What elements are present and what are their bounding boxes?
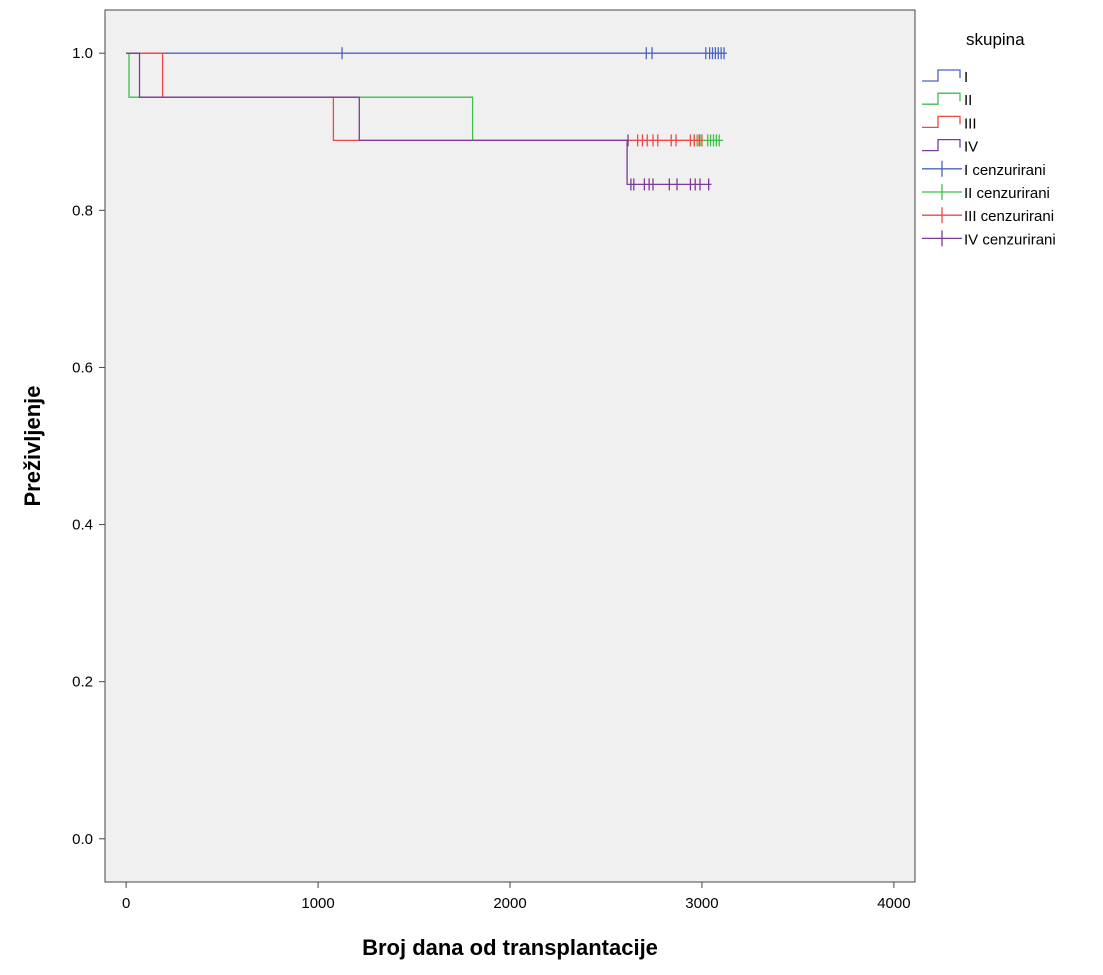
legend-title: skupina: [966, 30, 1025, 49]
plot-area: [104, 9, 916, 883]
x-tick-label: 3000: [685, 895, 718, 912]
axes: 0 1000 2000 3000 4000 0.0 0.2 0.4 0.6 0.8 1.0: [72, 45, 910, 912]
legend-step-symbol: [922, 69, 961, 82]
y-tick-label: 0.4: [72, 517, 93, 534]
legend-label: II cenzurirani: [964, 185, 1050, 202]
legend-label: IV cenzurirani: [964, 231, 1056, 248]
x-tick-label: 2000: [493, 895, 526, 912]
legend-label: II: [964, 92, 972, 109]
x-axis-title: Broj dana od transplantacije: [362, 935, 658, 960]
y-axis-title: Preživljenje: [20, 385, 45, 506]
legend-label: III cenzurirani: [964, 208, 1054, 225]
legend-step-symbol: [922, 115, 961, 129]
legend-label: I cenzurirani: [964, 162, 1046, 179]
legend-step-symbol: [922, 138, 961, 152]
x-tick-label: 1000: [301, 895, 334, 912]
y-tick-label: 0.2: [72, 674, 93, 691]
y-tick-label: 0.6: [72, 359, 93, 376]
y-tick-label: 1.0: [72, 45, 93, 62]
legend-label: III: [964, 115, 977, 132]
series-layer: [126, 47, 727, 191]
legend-step-symbol: [922, 92, 961, 105]
series-line-iv: [126, 52, 712, 186]
x-tick-label: 0: [122, 895, 130, 912]
y-tick-label: 0.8: [72, 202, 93, 219]
x-tick-label: 4000: [877, 895, 910, 912]
y-tick-label: 0.0: [72, 831, 93, 848]
legend-label: I: [964, 69, 968, 86]
legend-label: IV: [964, 139, 978, 156]
